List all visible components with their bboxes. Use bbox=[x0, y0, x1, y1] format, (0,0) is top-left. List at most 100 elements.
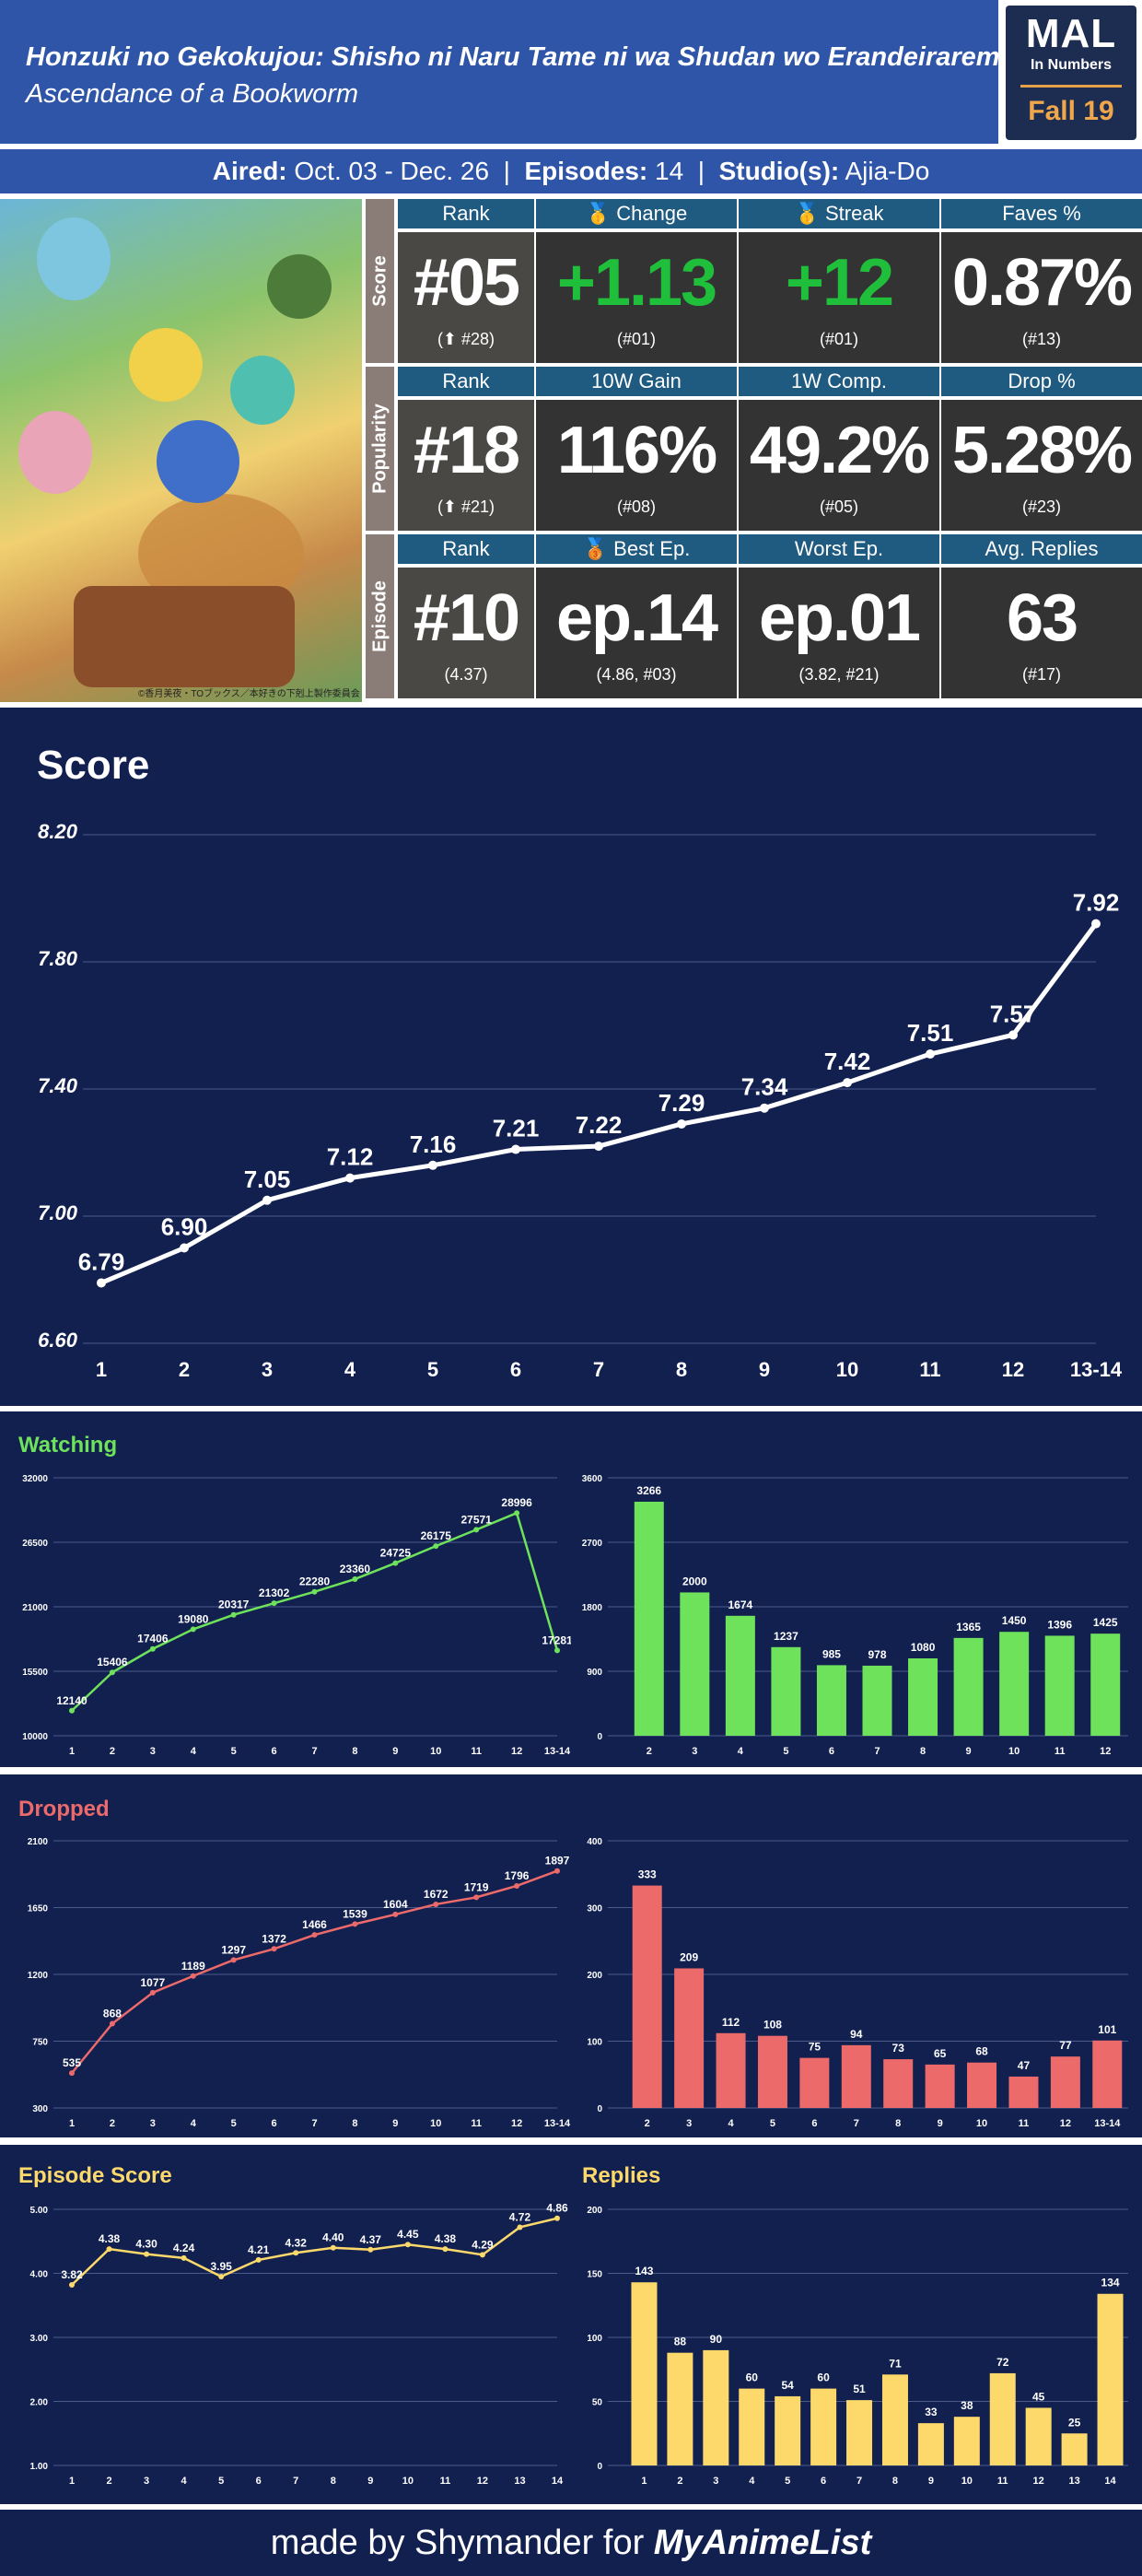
y-tick-label: 0 bbox=[597, 2462, 602, 2472]
data-point bbox=[433, 1543, 439, 1550]
data-point bbox=[311, 1932, 318, 1938]
data-label: 143 bbox=[635, 2265, 653, 2277]
x-tick-label: 8 bbox=[352, 2118, 357, 2129]
x-tick-label: 8 bbox=[352, 1746, 357, 1757]
score-value-3: 0.87% bbox=[951, 246, 1133, 320]
studio-label: Studio(s): bbox=[718, 157, 840, 185]
data-label: 4.45 bbox=[397, 2228, 419, 2241]
episode-header-1: 🥉 Best Ep. bbox=[536, 534, 737, 564]
episode-value-cell-0: #10 (4.37) bbox=[398, 568, 534, 698]
y-tick-label: 10000 bbox=[22, 1732, 48, 1742]
data-point bbox=[149, 1645, 156, 1652]
x-tick-label: 7 bbox=[293, 2476, 298, 2487]
x-tick-label: 2 bbox=[677, 2476, 682, 2487]
x-tick-label: 10 bbox=[976, 2118, 987, 2129]
popularity-value-cell-1: 116% (#08) bbox=[536, 400, 737, 531]
episode-row-label: Episode bbox=[366, 534, 394, 698]
x-tick-label: 6 bbox=[510, 1358, 521, 1381]
data-point bbox=[514, 1882, 520, 1889]
y-tick-label: 900 bbox=[587, 1668, 602, 1678]
x-tick-label: 11 bbox=[440, 2476, 451, 2487]
x-tick-label: 10 bbox=[836, 1358, 858, 1381]
data-point bbox=[511, 1144, 520, 1154]
footer: made by Shymander for MyAnimeList bbox=[0, 2510, 1142, 2576]
data-label: 60 bbox=[746, 2371, 759, 2384]
bar bbox=[883, 2059, 914, 2108]
mal-logo bbox=[1006, 6, 1136, 140]
dropped-chart-title: Dropped bbox=[18, 1797, 110, 1821]
score-subvalue-2: (#01) bbox=[819, 330, 859, 348]
data-label: 21302 bbox=[259, 1587, 290, 1599]
aired-label: Aired: bbox=[212, 157, 287, 185]
bar bbox=[716, 2032, 746, 2108]
bar bbox=[703, 2349, 729, 2465]
data-label: 7.16 bbox=[410, 1130, 457, 1158]
data-point bbox=[677, 1118, 686, 1129]
popularity-value-3: 5.28% bbox=[951, 414, 1133, 487]
data-point bbox=[230, 1957, 237, 1963]
score-value-cell-2: +12 (#01) bbox=[739, 232, 939, 363]
episode-panel bbox=[0, 2145, 1142, 2504]
x-tick-label: 9 bbox=[759, 1358, 770, 1381]
stats-grid: Score Rank #05 (⬆ #28) 🥇 Change +1.13 (#01) 🥇 S… bbox=[0, 0, 1142, 702]
x-tick-label: 9 bbox=[966, 1746, 972, 1757]
data-label: 1396 bbox=[1047, 1618, 1072, 1631]
bar bbox=[632, 1885, 662, 2108]
data-label: 4.21 bbox=[248, 2243, 270, 2256]
replies-chart-title: Replies bbox=[582, 2163, 661, 2188]
data-point bbox=[514, 1510, 520, 1516]
score-row-label-text: Score bbox=[369, 255, 390, 307]
data-label: 1372 bbox=[262, 1932, 286, 1945]
episode-value-cell-1: ep.14 (4.86, #03) bbox=[536, 568, 737, 698]
series-line bbox=[71, 2217, 558, 2286]
data-label: 1450 bbox=[1002, 1614, 1027, 1627]
data-label: 101 bbox=[1098, 2023, 1116, 2036]
data-label: 38 bbox=[961, 2399, 973, 2412]
data-label: 47 bbox=[1018, 2059, 1031, 2072]
x-tick-label: 4 bbox=[749, 2476, 755, 2487]
data-label: 23360 bbox=[340, 1563, 371, 1575]
x-tick-label: 6 bbox=[272, 2118, 277, 2129]
x-tick-label: 12 bbox=[511, 2118, 522, 2129]
y-tick-label: 32000 bbox=[22, 1474, 48, 1484]
x-tick-label: 2 bbox=[106, 2476, 111, 2487]
data-label: 20317 bbox=[218, 1598, 250, 1611]
y-tick-label: 300 bbox=[32, 2104, 48, 2114]
x-tick-label: 3 bbox=[262, 1358, 273, 1381]
episodes-value: 14 bbox=[655, 157, 684, 185]
data-point bbox=[271, 1946, 277, 1952]
data-label: 4.40 bbox=[322, 2231, 344, 2244]
popularity-value-cell-0: #18 (⬆ #21) bbox=[398, 400, 534, 531]
x-tick-label: 8 bbox=[920, 1746, 926, 1757]
data-label: 88 bbox=[674, 2336, 687, 2348]
episode-subvalue-1: (4.86, #03) bbox=[596, 665, 677, 684]
popularity-header-0: Rank bbox=[398, 367, 534, 396]
x-tick-label: 3 bbox=[150, 2118, 156, 2129]
data-label: 985 bbox=[822, 1647, 841, 1660]
y-tick-label: 1.00 bbox=[30, 2462, 49, 2472]
y-tick-label: 6.60 bbox=[38, 1329, 78, 1352]
bar bbox=[775, 2395, 801, 2465]
data-label: 54 bbox=[781, 2379, 794, 2392]
x-tick-label: 6 bbox=[821, 2476, 826, 2487]
bar bbox=[757, 2035, 787, 2108]
x-tick-label: 2 bbox=[110, 1746, 115, 1757]
info-bar: Aired: Oct. 03 - Dec. 26 | Episodes: 14 … bbox=[0, 149, 1142, 193]
data-point bbox=[352, 1575, 358, 1582]
data-label: 7.34 bbox=[741, 1073, 788, 1101]
popularity-row-label-text: Popularity bbox=[369, 404, 390, 494]
x-tick-label: 5 bbox=[218, 2476, 224, 2487]
data-point bbox=[144, 2251, 150, 2257]
x-tick-label: 3 bbox=[713, 2476, 718, 2487]
data-label: 112 bbox=[722, 2016, 740, 2029]
y-tick-label: 0 bbox=[597, 2104, 602, 2114]
episode-header-0: Rank bbox=[398, 534, 534, 564]
data-label: 75 bbox=[809, 2041, 822, 2054]
bar bbox=[680, 1592, 710, 1736]
popularity-header-1: 10W Gain bbox=[536, 367, 737, 396]
x-tick-label: 5 bbox=[783, 1746, 788, 1757]
x-tick-label: 6 bbox=[829, 1746, 834, 1757]
watching-line-chart: 32000 26500 21000 15500 10000 12140 15406 17406… bbox=[22, 1474, 571, 1757]
y-tick-label: 1650 bbox=[28, 1904, 49, 1914]
studio-value: Ajia-Do bbox=[845, 157, 930, 185]
